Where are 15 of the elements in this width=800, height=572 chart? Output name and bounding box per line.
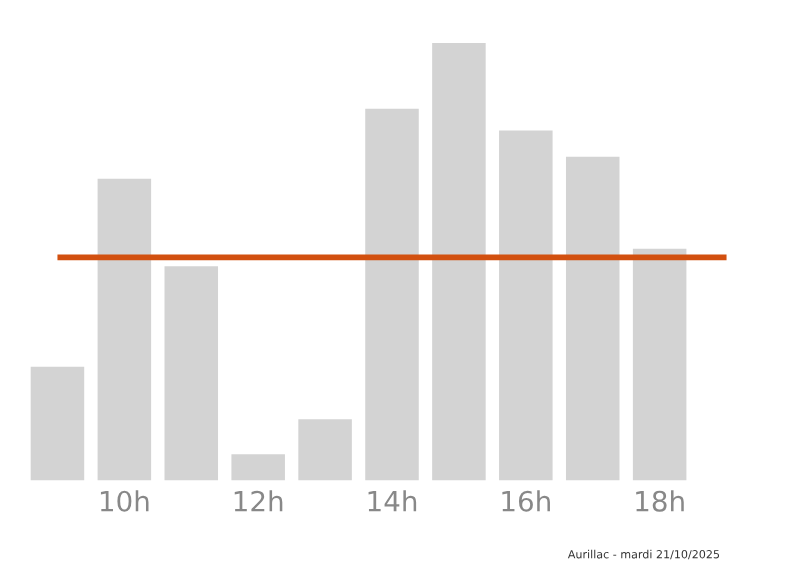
bar xyxy=(231,454,285,481)
x-tick-label: 16h xyxy=(502,490,550,512)
bar xyxy=(565,156,620,481)
x-tick-label: 14h xyxy=(368,490,417,512)
bar xyxy=(432,43,486,481)
x-tick-label: 10h xyxy=(100,490,149,512)
bar xyxy=(30,366,85,481)
bar xyxy=(164,266,219,481)
bar xyxy=(632,248,687,481)
bar xyxy=(365,108,419,481)
bar xyxy=(499,130,553,481)
bar xyxy=(97,178,152,481)
bar xyxy=(298,419,352,481)
x-tick-label: 18h xyxy=(636,490,684,512)
x-tick-label: 12h xyxy=(234,490,283,512)
